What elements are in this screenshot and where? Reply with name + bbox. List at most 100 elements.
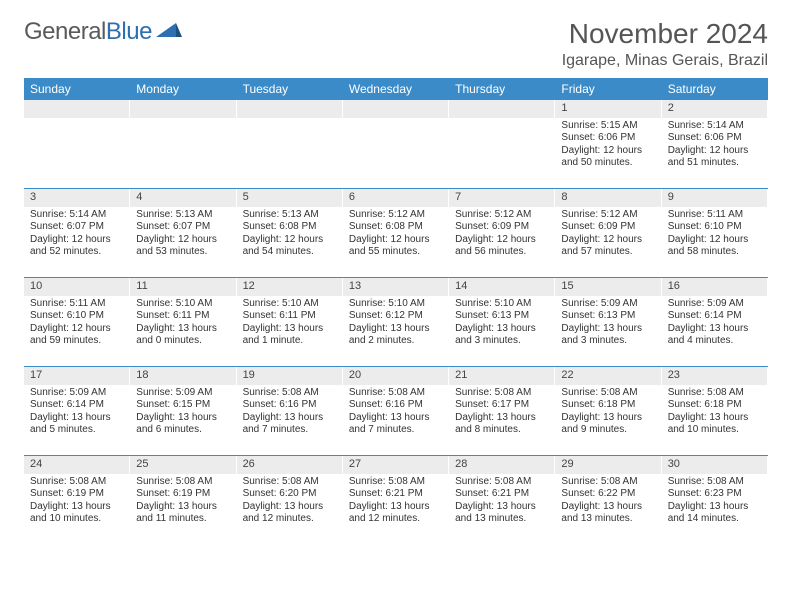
daylight-text: Daylight: 12 hours and 50 minutes. — [561, 145, 654, 170]
daylight-text: Daylight: 12 hours and 57 minutes. — [561, 234, 654, 259]
day-number — [449, 100, 554, 118]
sunrise-text: Sunrise: 5:08 AM — [561, 476, 654, 489]
day-details: Sunrise: 5:08 AMSunset: 6:16 PMDaylight:… — [343, 385, 448, 441]
sunrise-text: Sunrise: 5:09 AM — [668, 298, 761, 311]
sunset-text: Sunset: 6:09 PM — [561, 221, 654, 234]
day-cell: 12Sunrise: 5:10 AMSunset: 6:11 PMDayligh… — [237, 278, 343, 366]
day-cell — [237, 100, 343, 188]
day-cell: 11Sunrise: 5:10 AMSunset: 6:11 PMDayligh… — [130, 278, 236, 366]
daylight-text: Daylight: 13 hours and 10 minutes. — [668, 412, 761, 437]
daylight-text: Daylight: 12 hours and 53 minutes. — [136, 234, 229, 259]
day-details: Sunrise: 5:08 AMSunset: 6:23 PMDaylight:… — [662, 474, 767, 530]
logo-text: GeneralBlue — [24, 18, 152, 46]
daylight-text: Daylight: 13 hours and 4 minutes. — [668, 323, 761, 348]
sunset-text: Sunset: 6:18 PM — [668, 399, 761, 412]
day-number: 28 — [449, 456, 554, 474]
daylight-text: Daylight: 13 hours and 13 minutes. — [561, 501, 654, 526]
day-number — [343, 100, 448, 118]
day-number: 27 — [343, 456, 448, 474]
day-details: Sunrise: 5:12 AMSunset: 6:09 PMDaylight:… — [555, 207, 660, 263]
logo-word-2: Blue — [106, 18, 152, 45]
location: Igarape, Minas Gerais, Brazil — [562, 52, 768, 70]
sunset-text: Sunset: 6:12 PM — [349, 310, 442, 323]
sunrise-text: Sunrise: 5:13 AM — [243, 209, 336, 222]
sunrise-text: Sunrise: 5:08 AM — [349, 476, 442, 489]
daylight-text: Daylight: 13 hours and 6 minutes. — [136, 412, 229, 437]
daylight-text: Daylight: 13 hours and 0 minutes. — [136, 323, 229, 348]
sunset-text: Sunset: 6:06 PM — [561, 132, 654, 145]
day-number: 3 — [24, 189, 129, 207]
daylight-text: Daylight: 12 hours and 54 minutes. — [243, 234, 336, 259]
sunrise-text: Sunrise: 5:12 AM — [349, 209, 442, 222]
day-number — [237, 100, 342, 118]
day-cell: 2Sunrise: 5:14 AMSunset: 6:06 PMDaylight… — [662, 100, 768, 188]
day-cell: 10Sunrise: 5:11 AMSunset: 6:10 PMDayligh… — [24, 278, 130, 366]
sunset-text: Sunset: 6:15 PM — [136, 399, 229, 412]
daylight-text: Daylight: 13 hours and 14 minutes. — [668, 501, 761, 526]
sunrise-text: Sunrise: 5:08 AM — [455, 476, 548, 489]
day-cell: 5 Sunrise: 5:13 AMSunset: 6:08 PMDaylight… — [237, 189, 343, 277]
day-number — [130, 100, 235, 118]
day-details: Sunrise: 5:10 AMSunset: 6:11 PMDaylight:… — [237, 296, 342, 352]
day-cell: 19Sunrise: 5:08 AMSunset: 6:16 PMDayligh… — [237, 367, 343, 455]
daylight-text: Daylight: 13 hours and 7 minutes. — [243, 412, 336, 437]
sunrise-text: Sunrise: 5:12 AM — [455, 209, 548, 222]
day-number: 24 — [24, 456, 129, 474]
day-cell: 21Sunrise: 5:08 AMSunset: 6:17 PMDayligh… — [449, 367, 555, 455]
day-number: 19 — [237, 367, 342, 385]
day-cell: 18Sunrise: 5:09 AMSunset: 6:15 PMDayligh… — [130, 367, 236, 455]
daylight-text: Daylight: 13 hours and 9 minutes. — [561, 412, 654, 437]
day-details: Sunrise: 5:08 AMSunset: 6:20 PMDaylight:… — [237, 474, 342, 530]
day-cell — [449, 100, 555, 188]
sunrise-text: Sunrise: 5:08 AM — [561, 387, 654, 400]
month-title: November 2024 — [562, 18, 768, 50]
day-number: 14 — [449, 278, 554, 296]
daylight-text: Daylight: 12 hours and 51 minutes. — [668, 145, 761, 170]
week-row: 1Sunrise: 5:15 AMSunset: 6:06 PMDaylight… — [24, 100, 768, 188]
day-header: Thursday — [449, 78, 555, 100]
day-number — [24, 100, 129, 118]
day-number: 23 — [662, 367, 767, 385]
sunrise-text: Sunrise: 5:08 AM — [349, 387, 442, 400]
sunrise-text: Sunrise: 5:15 AM — [561, 120, 654, 133]
day-number: 10 — [24, 278, 129, 296]
day-number: 26 — [237, 456, 342, 474]
daylight-text: Daylight: 12 hours and 56 minutes. — [455, 234, 548, 259]
day-header: Tuesday — [237, 78, 343, 100]
sunset-text: Sunset: 6:20 PM — [243, 488, 336, 501]
sunset-text: Sunset: 6:17 PM — [455, 399, 548, 412]
sunset-text: Sunset: 6:06 PM — [668, 132, 761, 145]
day-details: Sunrise: 5:08 AMSunset: 6:22 PMDaylight:… — [555, 474, 660, 530]
day-number: 1 — [555, 100, 660, 118]
day-header: Friday — [555, 78, 661, 100]
sunrise-text: Sunrise: 5:08 AM — [30, 476, 123, 489]
sunrise-text: Sunrise: 5:11 AM — [30, 298, 123, 311]
sunrise-text: Sunrise: 5:10 AM — [243, 298, 336, 311]
day-number: 9 — [662, 189, 767, 207]
day-header: Monday — [130, 78, 236, 100]
day-cell: 17Sunrise: 5:09 AMSunset: 6:14 PMDayligh… — [24, 367, 130, 455]
sunset-text: Sunset: 6:14 PM — [668, 310, 761, 323]
day-number: 11 — [130, 278, 235, 296]
daylight-text: Daylight: 13 hours and 3 minutes. — [455, 323, 548, 348]
day-cell: 16 Sunrise: 5:09 AMSunset: 6:14 PMDayligh… — [662, 278, 768, 366]
sunset-text: Sunset: 6:14 PM — [30, 399, 123, 412]
sunset-text: Sunset: 6:21 PM — [455, 488, 548, 501]
sunset-text: Sunset: 6:08 PM — [243, 221, 336, 234]
day-details: Sunrise: 5:10 AMSunset: 6:11 PMDaylight:… — [130, 296, 235, 352]
day-number: 5 — [237, 189, 342, 207]
day-cell: 15Sunrise: 5:09 AMSunset: 6:13 PMDayligh… — [555, 278, 661, 366]
day-details: Sunrise: 5:12 AMSunset: 6:09 PMDaylight:… — [449, 207, 554, 263]
day-details: Sunrise: 5:08 AMSunset: 6:18 PMDaylight:… — [555, 385, 660, 441]
day-details: Sunrise: 5:14 AMSunset: 6:07 PMDaylight:… — [24, 207, 129, 263]
day-number: 15 — [555, 278, 660, 296]
sunrise-text: Sunrise: 5:10 AM — [455, 298, 548, 311]
sunrise-text: Sunrise: 5:08 AM — [136, 476, 229, 489]
day-details: Sunrise: 5:08 AMSunset: 6:19 PMDaylight:… — [130, 474, 235, 530]
day-number: 21 — [449, 367, 554, 385]
sunset-text: Sunset: 6:23 PM — [668, 488, 761, 501]
sunrise-text: Sunrise: 5:08 AM — [243, 476, 336, 489]
day-number: 16 — [662, 278, 767, 296]
daylight-text: Daylight: 13 hours and 2 minutes. — [349, 323, 442, 348]
week-row: 3Sunrise: 5:14 AMSunset: 6:07 PMDaylight… — [24, 188, 768, 277]
